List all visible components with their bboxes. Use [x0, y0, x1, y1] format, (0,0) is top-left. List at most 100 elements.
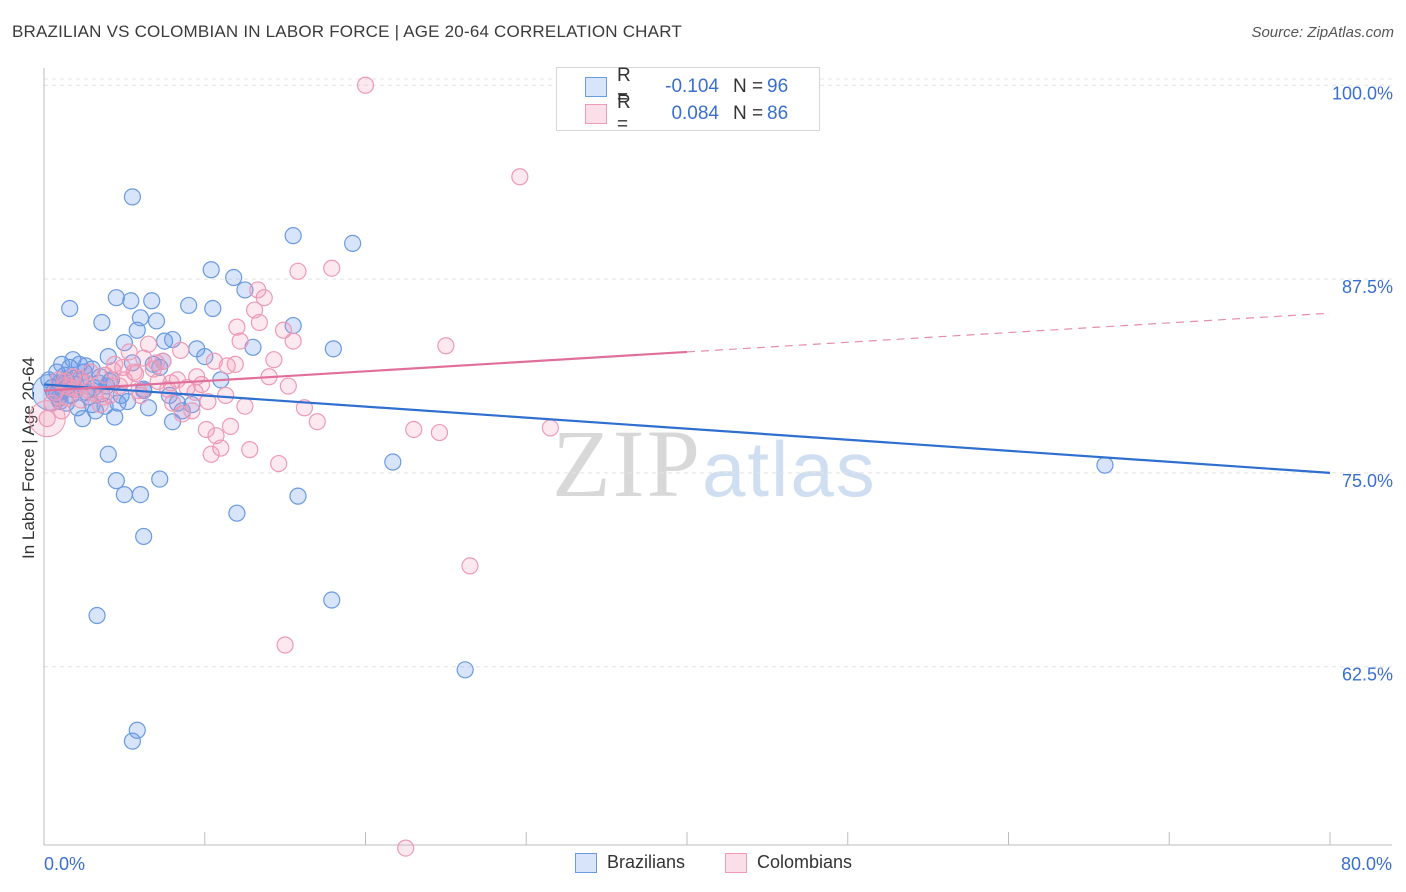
brazilian-point	[61, 299, 79, 318]
brazilian-point	[143, 292, 161, 310]
brazilian-point	[225, 268, 243, 287]
colombian-point	[236, 397, 254, 415]
brazilian-point	[324, 340, 342, 358]
legend-n-value: 86	[767, 103, 789, 124]
colombian-point	[197, 420, 215, 439]
brazilian-point	[123, 732, 142, 750]
colombian-point	[104, 361, 122, 380]
colombian-point	[249, 281, 267, 299]
brazilian-point	[323, 591, 341, 609]
colombian-point	[154, 352, 172, 370]
legend-n-value: 96	[767, 76, 789, 97]
colombian-point	[172, 341, 190, 359]
colombian-trend-line-dashed	[686, 312, 1331, 353]
x-tick-label: 0.0%	[44, 854, 85, 874]
legend-row-colombians: R = 0.084 N = 86	[557, 92, 803, 135]
legend-label-brazilians: Brazilians	[607, 852, 686, 872]
colombian-point	[94, 388, 113, 406]
colombian-point	[430, 423, 449, 442]
brazilian-point	[106, 408, 124, 426]
brazilian-point	[147, 312, 166, 330]
brazilian-point	[128, 721, 146, 739]
y-tick-label: 75.0%	[1342, 471, 1393, 491]
brazilian-point	[99, 445, 117, 463]
brazilian-point	[344, 234, 362, 253]
brazilian-point	[131, 309, 150, 327]
colombian-point	[139, 335, 158, 353]
legend-item-colombians[interactable]: Colombians	[725, 852, 852, 873]
colombian-point	[405, 420, 423, 439]
brazilian-point	[115, 334, 133, 352]
colombian-point	[289, 262, 307, 280]
legend-r-value: 0.084	[671, 103, 719, 124]
colombian-point-large	[28, 400, 66, 438]
colombian-point	[231, 332, 249, 350]
brazilian-point	[122, 292, 140, 310]
legend-r-label: R =	[617, 65, 631, 108]
brazilian-point	[228, 504, 246, 522]
colombian-point	[80, 382, 98, 400]
legend-label-colombians: Colombians	[757, 852, 853, 872]
colombian-point	[202, 445, 220, 463]
legend-swatch-pink	[725, 852, 747, 873]
colombian-point	[274, 321, 293, 339]
colombian-point	[284, 332, 302, 350]
brazilian-point	[107, 289, 125, 307]
colombian-point	[96, 366, 114, 384]
colombian-point	[541, 419, 559, 437]
correlation-legend: R = -0.104 N = 96 R = 0.084 N = 86	[556, 65, 820, 135]
brazilian-point	[204, 299, 222, 318]
colombian-point	[308, 413, 326, 431]
colombian-point	[461, 557, 479, 575]
colombian-point	[147, 354, 166, 372]
legend-swatch-blue	[585, 77, 607, 97]
colombian-point	[212, 439, 230, 457]
legend-item-brazilians[interactable]: Brazilians	[575, 852, 685, 873]
colombian-point	[205, 352, 223, 370]
colombian-point	[173, 405, 191, 423]
colombian-trend-line	[43, 350, 688, 392]
series-legend: Brazilians Colombians	[0, 852, 1406, 878]
legend-r-value: -0.104	[665, 76, 719, 97]
colombian-point	[178, 379, 196, 397]
colombian-point	[221, 417, 240, 435]
brazilian-point	[1096, 456, 1114, 474]
brazilian-point	[202, 261, 220, 279]
y-tick-label: 100.0%	[1332, 83, 1393, 103]
colombian-point	[199, 392, 217, 411]
brazilian-point	[151, 470, 169, 488]
colombian-point	[127, 365, 145, 383]
colombian-point	[164, 394, 182, 412]
colombian-point	[241, 441, 259, 459]
brazilian-point	[107, 472, 125, 490]
colombian-point	[397, 839, 415, 857]
colombian-point	[323, 259, 341, 277]
colombian-point	[356, 76, 375, 94]
brazilian-point	[236, 281, 254, 299]
colombian-point	[228, 318, 246, 336]
chart-title: BRAZILIAN VS COLOMBIAN IN LABOR FORCE | …	[12, 22, 682, 41]
y-tick-label: 62.5%	[1342, 665, 1393, 685]
brazilian-point	[135, 527, 153, 546]
colombian-point	[270, 454, 288, 473]
chart-source: Source: ZipAtlas.com	[1251, 24, 1394, 41]
brazilian-point	[123, 188, 142, 206]
colombian-point	[218, 357, 236, 375]
colombian-point	[279, 377, 297, 395]
colombian-point	[265, 351, 283, 369]
colombian-point	[38, 410, 56, 428]
brazilian-point	[73, 410, 92, 428]
brazilian-point	[456, 661, 474, 679]
x-tick-label: 80.0%	[1341, 854, 1392, 874]
brazilian-point	[289, 487, 307, 505]
legend-swatch-pink	[585, 104, 607, 124]
colombian-point	[276, 636, 294, 654]
legend-row-brazilians: R = -0.104 N = 96	[557, 65, 803, 108]
brazilian-point	[93, 313, 111, 332]
colombian-point	[437, 337, 455, 355]
colombian-point	[250, 313, 269, 332]
brazilian-point	[196, 347, 214, 366]
legend-r-label: R =	[617, 92, 631, 135]
y-tick-label: 87.5%	[1342, 277, 1393, 297]
